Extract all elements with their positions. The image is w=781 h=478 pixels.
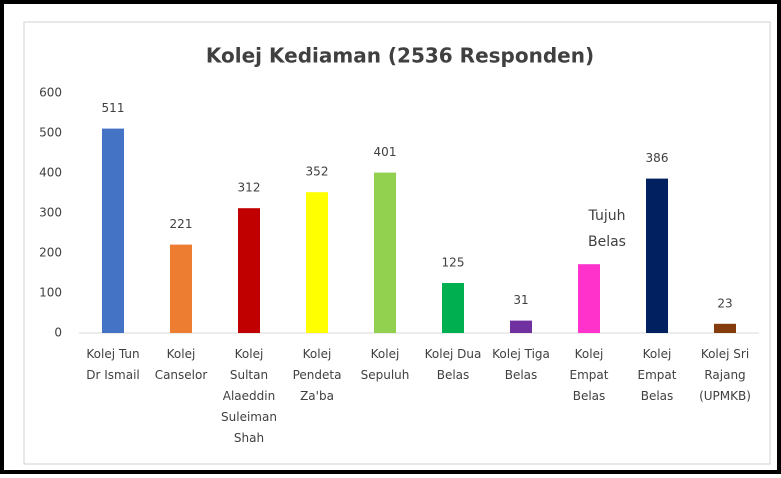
data-label: 386: [646, 151, 669, 165]
bar: [510, 320, 532, 333]
annotation: Tujuh Belas: [588, 208, 626, 250]
y-tick-label: 600: [39, 86, 62, 100]
bar: [306, 192, 328, 333]
data-label: 352: [306, 165, 329, 179]
bar: [442, 283, 464, 333]
x-tick-label: Kolej Dua Belas: [425, 347, 482, 382]
data-label: 511: [102, 101, 125, 115]
y-tick-label: 200: [39, 246, 62, 260]
bar: [646, 178, 668, 333]
y-tick-label: 0: [54, 326, 62, 340]
x-tick-label: Kolej Empat Belas: [638, 347, 677, 403]
bar: [578, 264, 600, 333]
data-label: 23: [717, 296, 732, 310]
y-tick-label: 400: [39, 166, 62, 180]
bar: [714, 323, 736, 333]
x-tick-label: Kolej Tiga Belas: [492, 347, 550, 382]
x-tick-label: Kolej Sultan Alaeddin Suleiman Shah: [221, 347, 277, 445]
x-tick-label: Kolej Sepuluh: [361, 347, 410, 382]
bar: [374, 172, 396, 333]
y-tick-label: 100: [39, 286, 62, 300]
data-label: 221: [170, 217, 193, 231]
data-label: 312: [238, 181, 261, 195]
y-tick-label: 500: [39, 126, 62, 140]
x-tick-label: Kolej Tun Dr Ismail: [86, 347, 140, 382]
x-tick-label: Kolej Sri Rajang (UPMKB): [699, 347, 751, 403]
chart-title: Kolej Kediaman (2536 Responden): [206, 44, 594, 68]
x-tick-label: Kolej Canselor: [155, 347, 208, 382]
y-tick-label: 300: [39, 206, 62, 220]
x-tick-label: Kolej Empat Belas: [570, 347, 609, 403]
data-label: 125: [442, 256, 465, 270]
bar: [170, 244, 192, 333]
x-tick-label: Kolej Pendeta Za'ba: [293, 347, 342, 403]
panel: [23, 21, 771, 465]
bar: [102, 128, 124, 333]
data-label: 401: [374, 145, 397, 159]
bar: [238, 208, 260, 333]
data-label: 31: [513, 293, 528, 307]
